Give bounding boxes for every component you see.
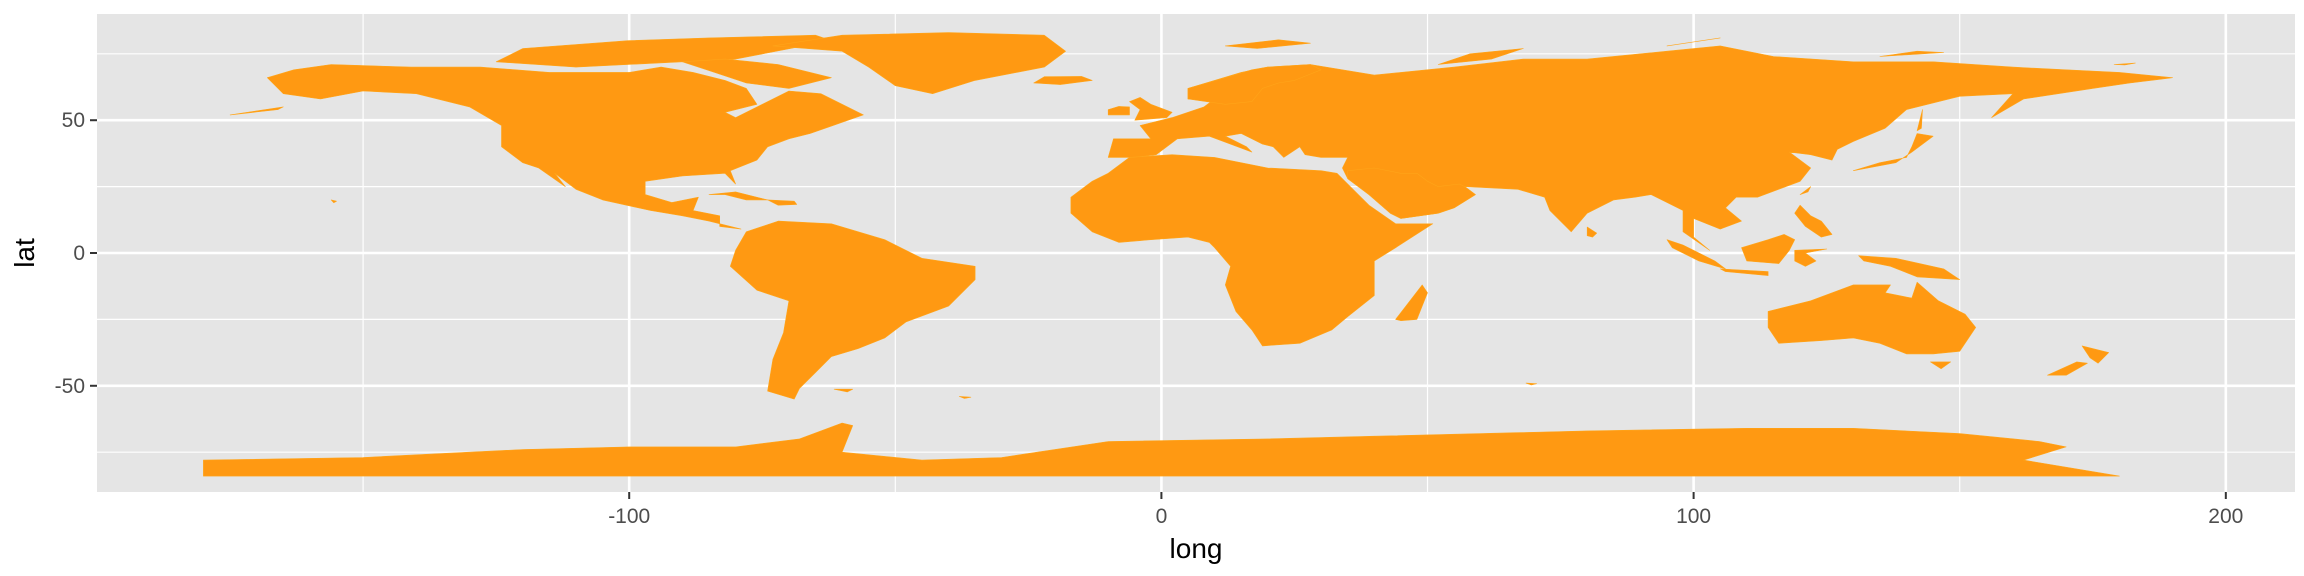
region-great-britain (1129, 97, 1173, 121)
x-tick-label: 200 (2208, 505, 2243, 528)
region-novaya-zemlya (1437, 48, 1524, 65)
region-africa (1070, 154, 1434, 347)
region-wrangel-island (2113, 62, 2136, 66)
region-aleutians (229, 106, 284, 116)
land-layer (203, 32, 2173, 477)
region-borneo (1741, 234, 1795, 264)
y-axis: 50 0 -50 (55, 109, 97, 398)
region-svalbard (1225, 39, 1311, 49)
y-tick-label: 0 (73, 242, 85, 265)
region-antarctica (203, 422, 2120, 477)
x-axis-title: long (1170, 533, 1223, 564)
region-south-georgia (958, 396, 972, 399)
region-baffin-island (682, 58, 832, 89)
region-south-america (729, 220, 976, 400)
region-madagascar (1395, 284, 1428, 322)
region-sulawesi (1794, 248, 1827, 267)
y-tick-label: -50 (55, 375, 85, 398)
region-kerguelen (1525, 382, 1537, 386)
region-tasmania (1930, 361, 1951, 370)
y-axis-title: lat (9, 238, 40, 268)
region-taiwan (1799, 186, 1811, 195)
x-tick-label: 100 (1676, 505, 1711, 528)
region-new-siberian-islands (1879, 50, 1944, 57)
region-north-america (266, 64, 864, 230)
region-philippines (1794, 204, 1833, 238)
region-scandinavia (1187, 64, 1322, 105)
region-severnaya-zemlya (1666, 37, 1721, 47)
x-axis: -100 0 100 200 (608, 492, 2243, 528)
region-ireland (1107, 106, 1130, 116)
region-new-guinea (1858, 255, 1960, 280)
region-falklands (833, 388, 854, 393)
region-cuba (708, 191, 768, 201)
region-java (1719, 268, 1769, 276)
region-japan (1853, 133, 1934, 171)
y-tick-label: 50 (62, 109, 85, 132)
region-arabia (1347, 167, 1476, 219)
region-iceland (1033, 76, 1093, 85)
region-new-zealand-south (2047, 361, 2088, 376)
region-australia (1767, 281, 1976, 355)
region-hawaii (330, 199, 337, 204)
x-tick-label: 0 (1156, 505, 1168, 528)
x-tick-label: -100 (608, 505, 650, 528)
region-sakhalin (1916, 109, 1923, 132)
region-new-zealand-north (2081, 345, 2109, 364)
region-sri-lanka (1586, 226, 1597, 238)
region-greenland (772, 32, 1066, 94)
region-hispaniola (767, 199, 798, 206)
